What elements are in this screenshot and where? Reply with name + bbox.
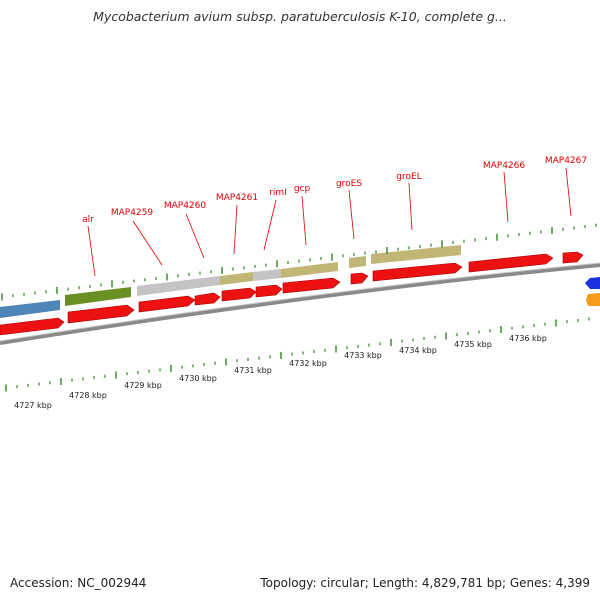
accession-text: Accession: NC_002944	[10, 576, 147, 590]
gene-label-groEL: groEL	[396, 172, 421, 182]
gene-arrow-MAP4259	[138, 295, 196, 313]
kbp-label-4733: 4733 kbp	[344, 351, 382, 360]
kbp-label-4728: 4728 kbp	[69, 391, 107, 400]
gene-arrow-blue	[585, 277, 600, 289]
leader-MAP4266	[503, 171, 509, 223]
gene-label-gcp: gcp	[294, 184, 311, 194]
feature-bar-green	[65, 287, 131, 306]
genome-backbone	[0, 263, 600, 345]
tick-track-outer	[1, 223, 597, 301]
kbp-label-4736: 4736 kbp	[509, 334, 547, 343]
gene-label-MAP4261: MAP4261	[216, 193, 258, 203]
leader-MAP4261	[233, 204, 238, 255]
topology-text: Topology: circular; Length: 4,829,781 bp…	[260, 576, 590, 590]
feature-bar-tan-2	[281, 262, 338, 278]
kbp-label-4727: 4727 kbp	[14, 401, 52, 410]
gene-label-groES: groES	[336, 179, 362, 189]
leader-MAP4267	[565, 167, 572, 217]
kbp-label-4735: 4735 kbp	[454, 340, 492, 349]
feature-bar-gray-1	[137, 276, 220, 296]
gene-arrow-MAP4267	[562, 251, 584, 264]
gene-label-rimI: rimI	[269, 188, 287, 198]
feature-bar-tan-4	[371, 245, 461, 264]
kbp-label-4732: 4732 kbp	[289, 359, 327, 368]
gene-arrow-rimI	[255, 284, 283, 298]
leader-gcp	[301, 195, 307, 246]
feature-bar-tan-3	[349, 256, 366, 268]
gene-label-alr: alr	[82, 215, 94, 225]
gene-arrow-gcp	[282, 277, 341, 294]
leader-groEL	[408, 182, 413, 231]
gene-arrow-groES	[350, 272, 369, 285]
feature-bar-tan-1	[220, 272, 253, 285]
kbp-label-4731: 4731 kbp	[234, 366, 272, 375]
gene-arrow-orange	[586, 293, 600, 306]
kbp-label-4729: 4729 kbp	[124, 381, 162, 390]
gene-label-MAP4260: MAP4260	[164, 201, 207, 211]
gene-arrow-1	[0, 317, 65, 336]
kbp-label-4734: 4734 kbp	[399, 346, 437, 355]
tick-track-bottom	[5, 317, 590, 392]
kbp-label-4730: 4730 kbp	[179, 374, 217, 383]
leader-MAP4259	[132, 220, 163, 266]
leader-rimI	[263, 199, 277, 251]
gene-arrow-alr	[67, 304, 135, 324]
gene-arrow-MAP4260	[194, 292, 221, 306]
genome-backbone-highlight	[0, 262, 600, 342]
gene-arrow-MAP4266	[468, 253, 554, 273]
gene-label-MAP4267: MAP4267	[545, 156, 587, 166]
leader-alr	[87, 225, 96, 277]
gene-arrow-groEL	[372, 262, 463, 282]
map-title: Mycobacterium avium subsp. paratuberculo…	[93, 9, 507, 24]
feature-bar-gray-2	[253, 269, 281, 281]
leader-MAP4260	[185, 213, 205, 259]
gene-label-MAP4266: MAP4266	[483, 161, 526, 171]
leader-groES	[348, 189, 355, 240]
gene-label-MAP4259: MAP4259	[111, 208, 154, 218]
feature-bar-blue	[0, 300, 60, 318]
gene-arrow-MAP4261	[221, 287, 257, 302]
